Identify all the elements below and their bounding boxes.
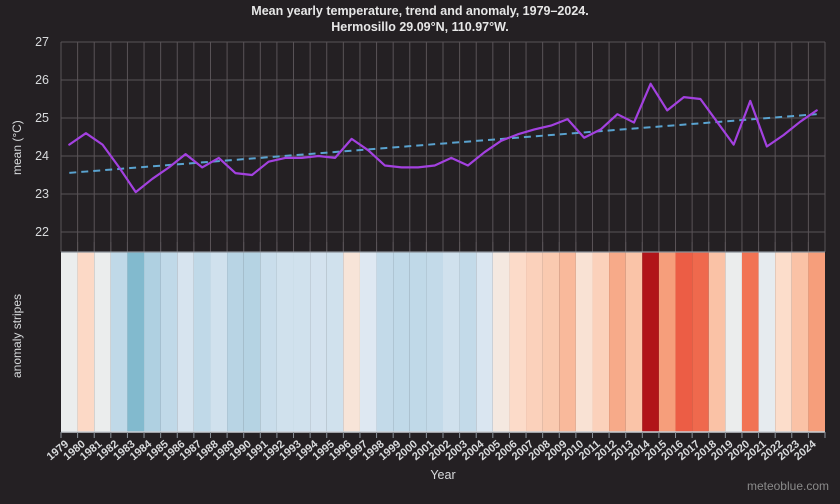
svg-text:25: 25 — [35, 111, 49, 125]
svg-text:26: 26 — [35, 73, 49, 87]
svg-text:23: 23 — [35, 187, 49, 201]
svg-text:22: 22 — [35, 225, 49, 239]
svg-text:24: 24 — [35, 149, 49, 163]
svg-text:27: 27 — [35, 35, 49, 49]
